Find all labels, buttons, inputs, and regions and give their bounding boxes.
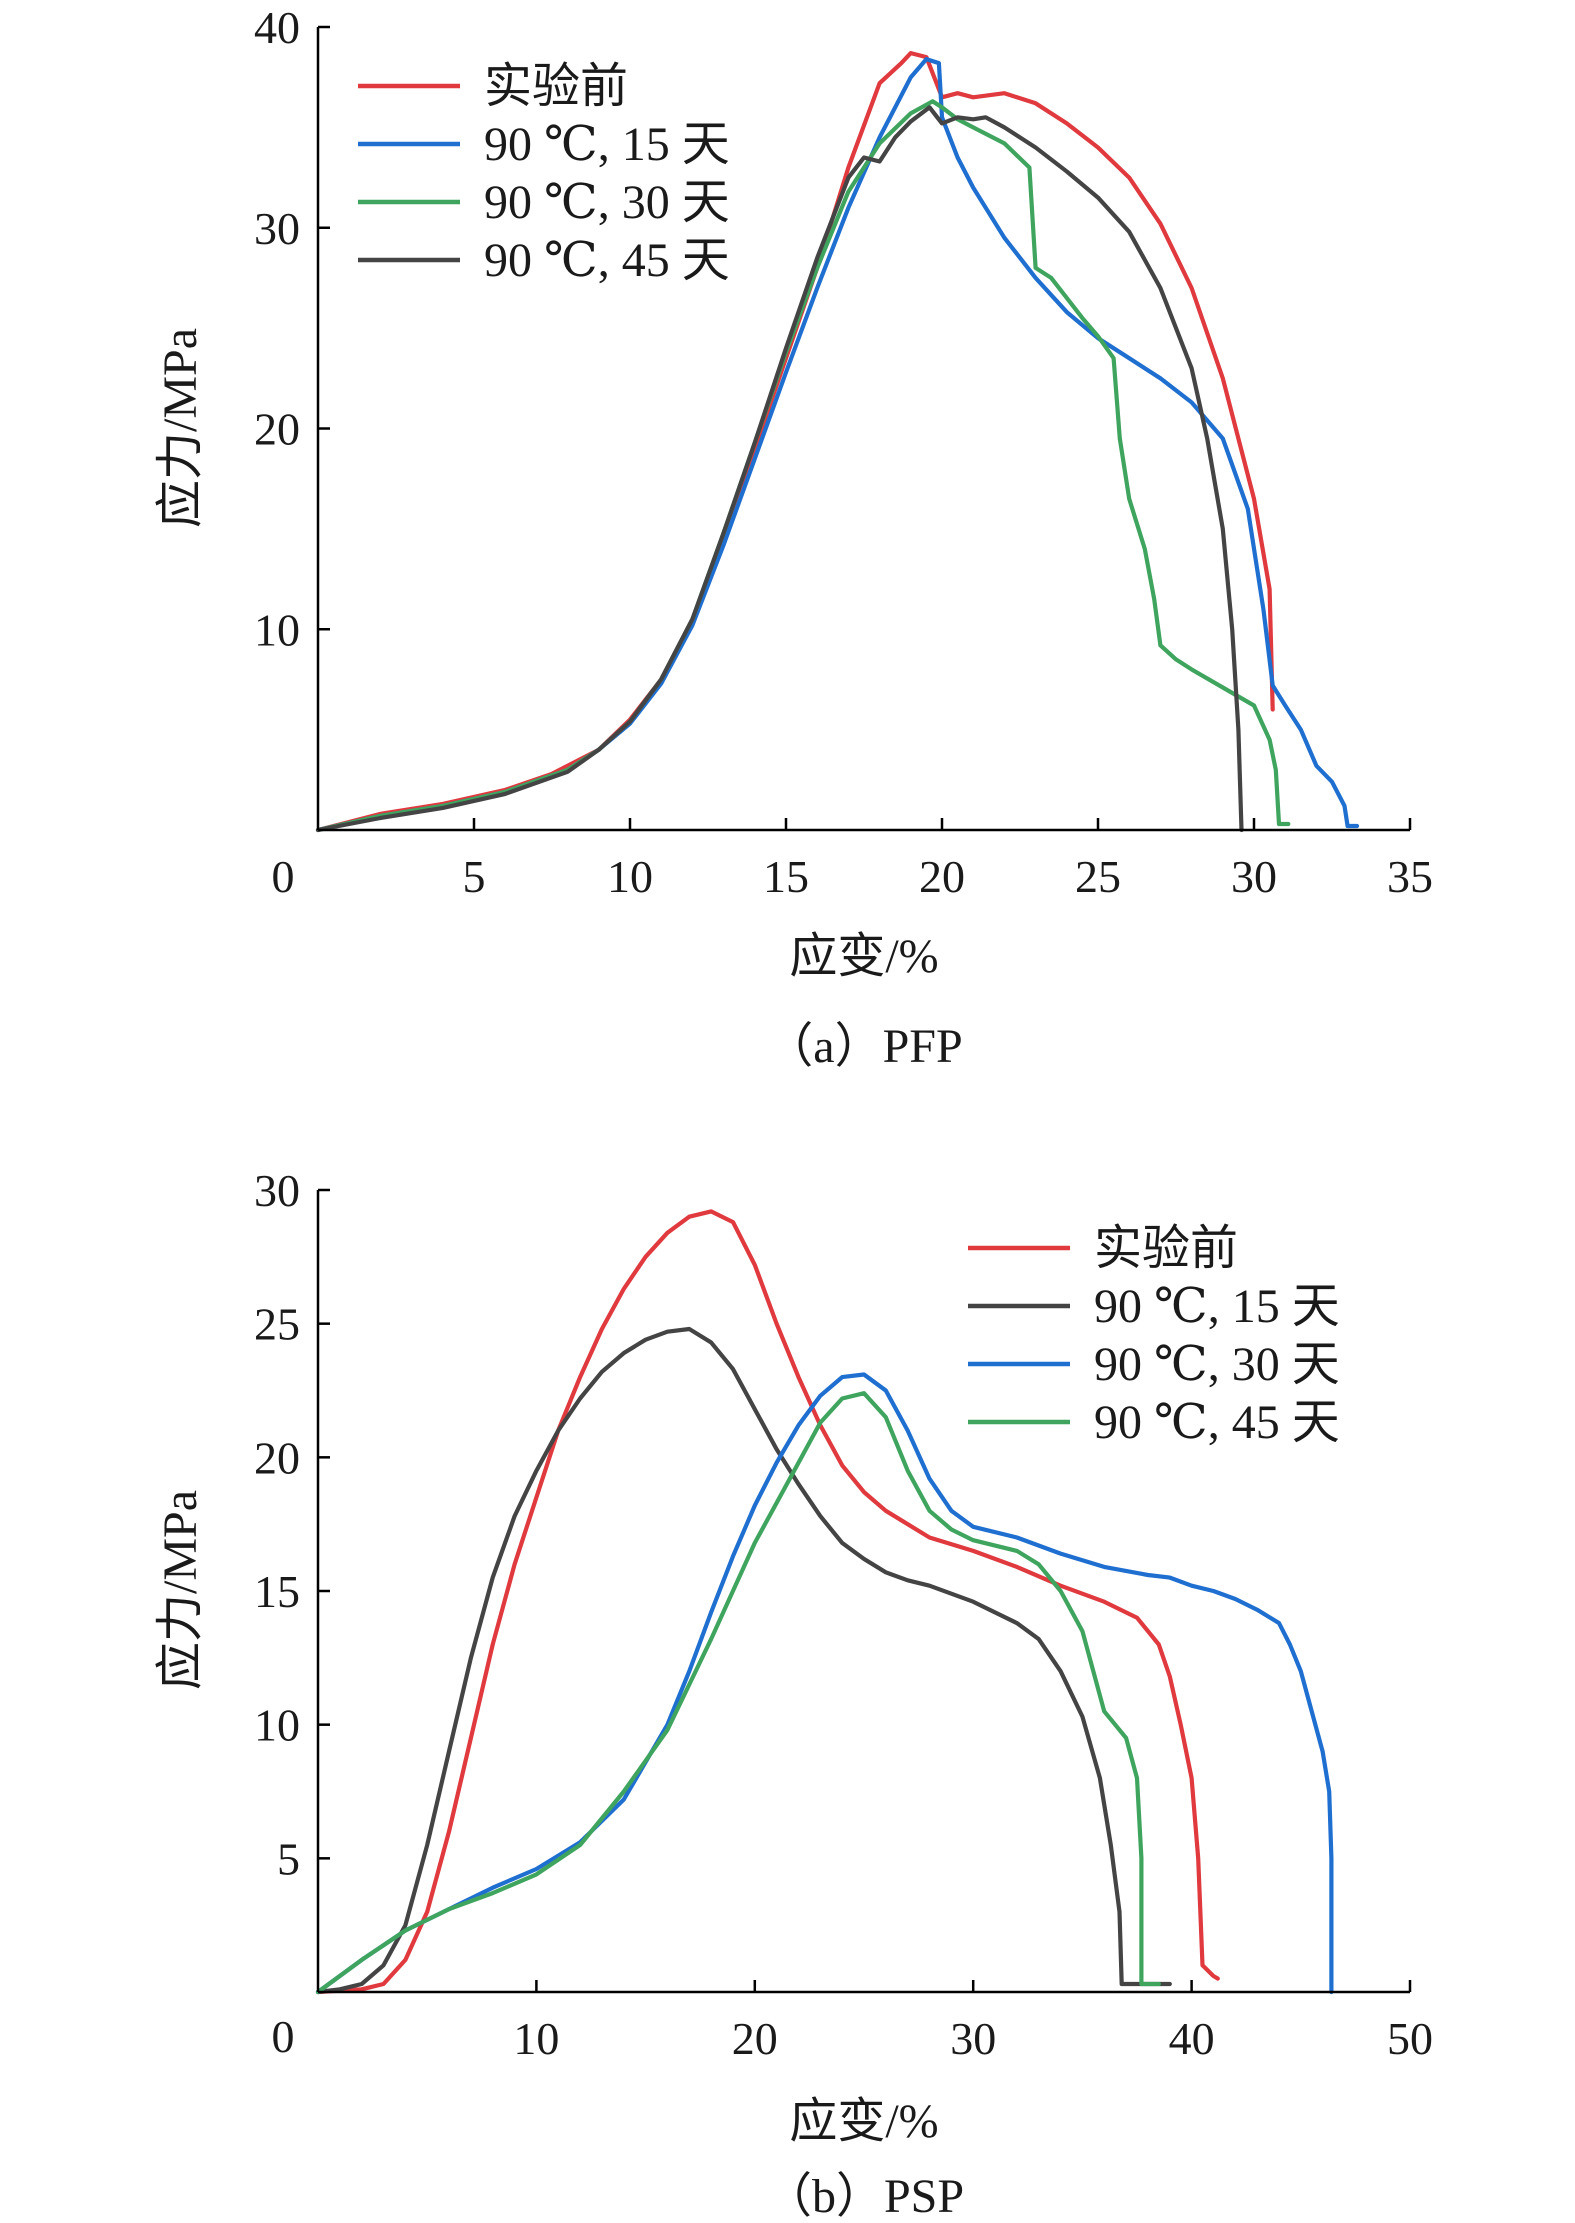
x-axis-label: 应变/% [789,2095,938,2148]
x-tick-label: 35 [1387,851,1433,902]
ticks-layer: 0 5 10 15 20 25 30 35 10 20 30 40 [254,2,1433,902]
x-tick-label: 10 [607,851,653,902]
x-tick-label: 20 [732,2013,778,2064]
y-axis-label: 应力/MPa [154,1490,207,1690]
series-layer [315,51,1360,833]
x-tick-label: 30 [950,2013,996,2064]
y-tick-label: 40 [254,2,300,53]
x-tick-label: 20 [919,851,965,902]
x-tick-label: 30 [1231,851,1277,902]
ticks-layer: 0 10 20 30 40 50 5 10 15 20 25 30 [254,1165,1433,2064]
series-line-2 [315,57,1360,833]
chart-caption: （a）PFP [765,1020,962,1073]
y-tick-label: 25 [254,1299,300,1350]
x-tick-label: 0 [272,2011,295,2062]
legend-label: 90 ℃, 30 天 [1094,1338,1340,1391]
series-line-1 [315,1209,1220,1995]
legend-label: 90 ℃, 45 天 [484,234,730,287]
y-tick-label: 5 [277,1833,300,1884]
series-line-4 [315,1391,1161,1995]
legend-label: 实验前 [484,60,628,113]
chart-pfp: 0 5 10 15 20 25 30 35 10 20 30 40 应变/% 应力/MPa （a）PF… [154,2,1433,1073]
x-tick-label: 5 [463,851,486,902]
legend-label: 90 ℃, 15 天 [1094,1280,1340,1333]
y-tick-label: 30 [254,1165,300,1216]
x-tick-label: 25 [1075,851,1121,902]
axes [316,27,1410,832]
legend-label: 实验前 [1094,1222,1238,1275]
x-tick-label: 10 [513,2013,559,2064]
x-tick-label: 0 [272,851,295,902]
x-tick-label: 50 [1387,2013,1433,2064]
legend-label: 90 ℃, 15 天 [484,118,730,171]
series-layer [315,1209,1334,1995]
x-tick-label: 40 [1169,2013,1215,2064]
series-line-3 [315,99,1291,833]
chart-caption: （b）PSP [764,2170,964,2223]
y-tick-label: 20 [254,1432,300,1483]
y-tick-label: 10 [254,604,300,655]
legend-label: 90 ℃, 30 天 [484,176,730,229]
series-line-1 [315,51,1275,833]
series-line-2 [315,1326,1172,1995]
x-tick-label: 15 [763,851,809,902]
y-tick-label: 30 [254,203,300,254]
legend-label: 90 ℃, 45 天 [1094,1396,1340,1449]
y-axis-label: 应力/MPa [154,328,207,528]
y-tick-label: 10 [254,1700,300,1751]
x-axis-label: 应变/% [789,930,938,983]
chart-psp: 0 10 20 30 40 50 5 10 15 20 25 30 应变/% 应力/MPa （b）PS… [154,1165,1433,2223]
y-tick-label: 20 [254,404,300,455]
y-tick-label: 15 [254,1566,300,1617]
series-line-4 [315,105,1244,833]
